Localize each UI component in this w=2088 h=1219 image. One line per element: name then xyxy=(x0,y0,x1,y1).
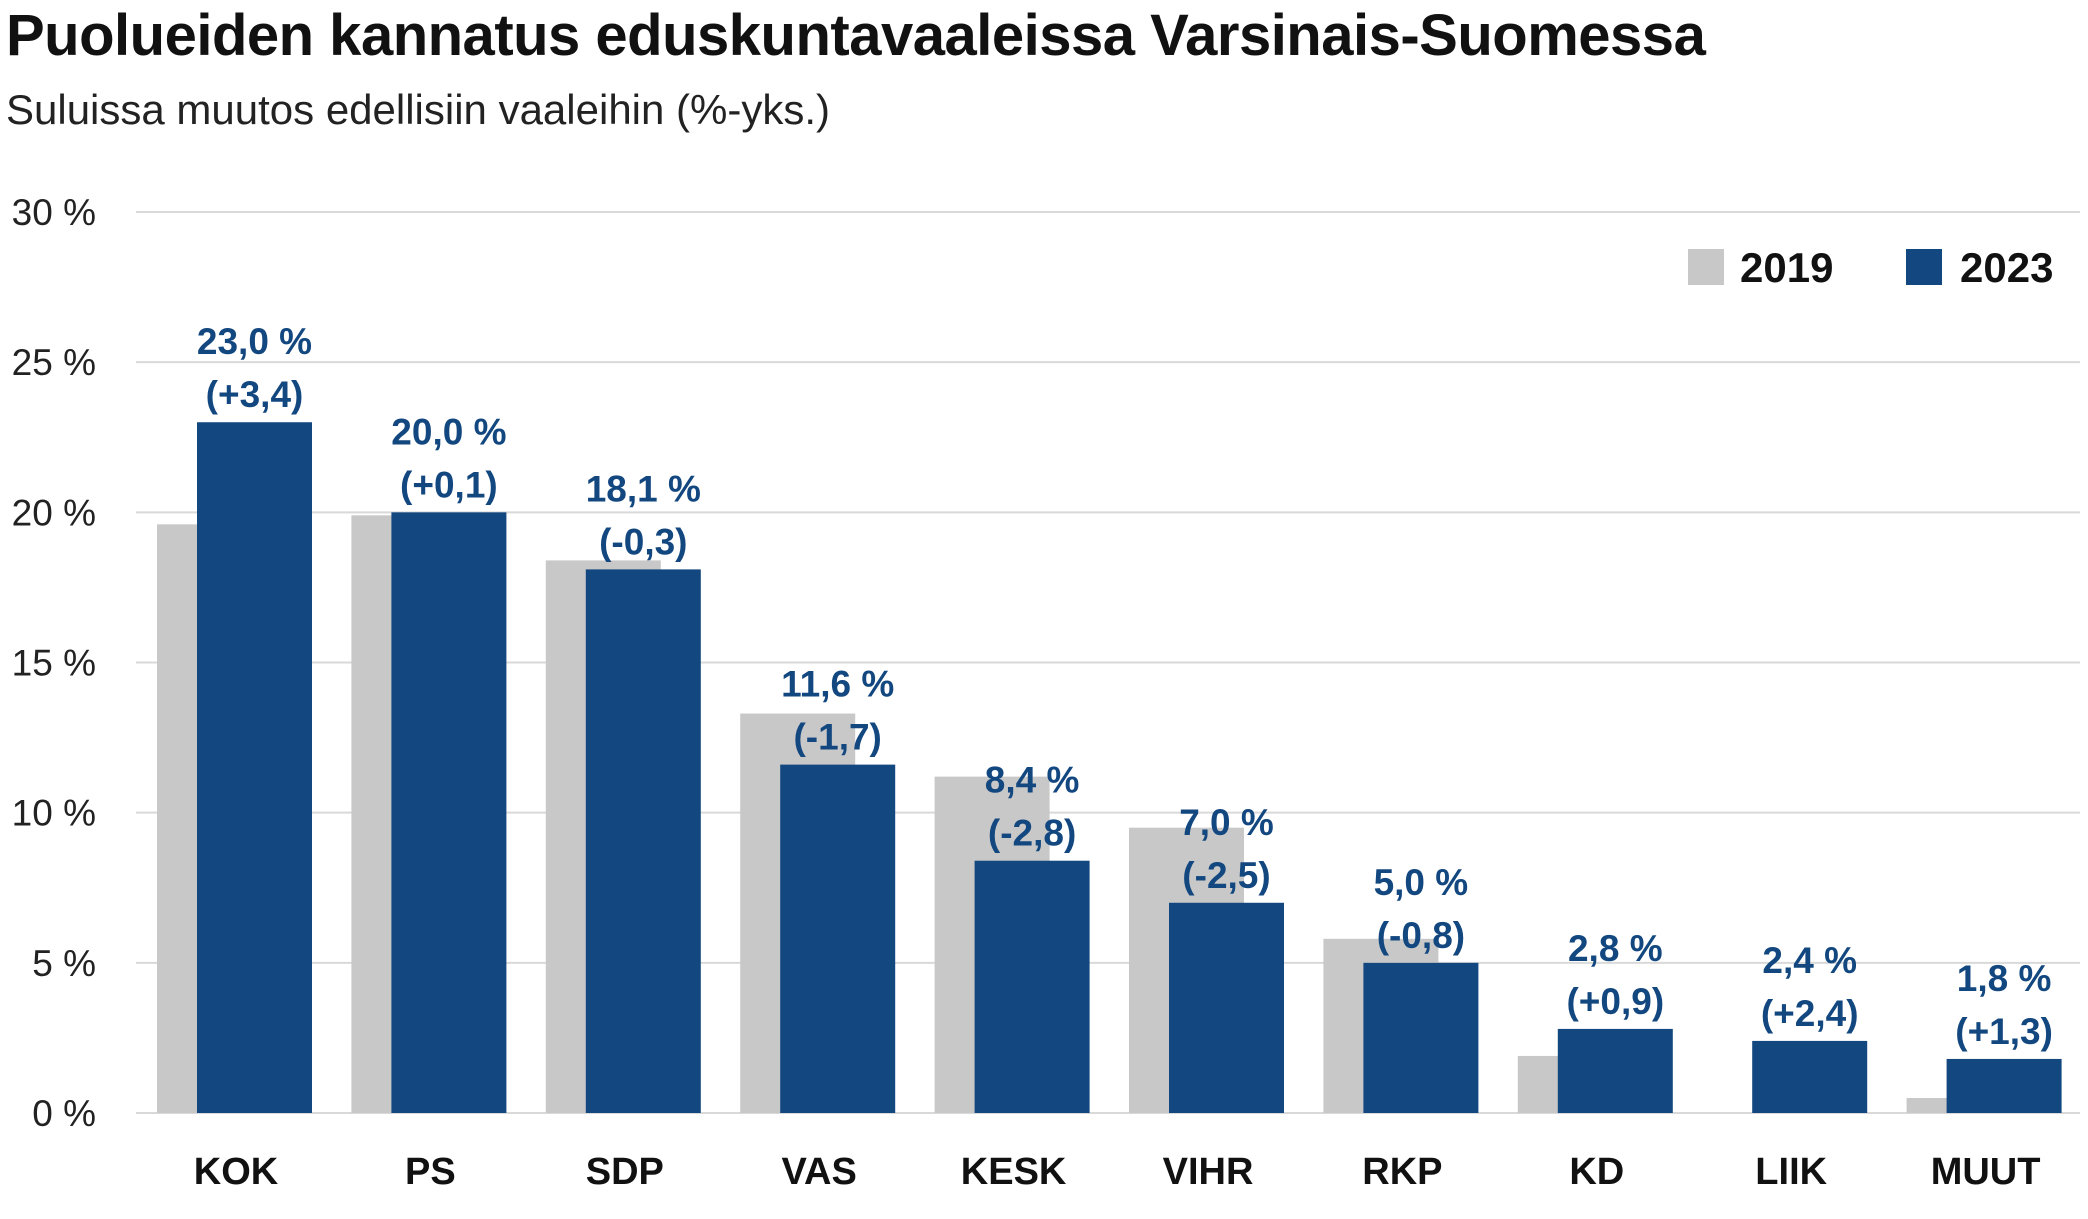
x-tick-label: VIHR xyxy=(1163,1151,1254,1193)
data-label-change: (+3,4) xyxy=(206,374,304,415)
legend: 2019 2023 xyxy=(1688,244,2053,291)
data-label-value: 2,8 % xyxy=(1568,928,1663,969)
bar-2023-kesk xyxy=(974,860,1090,1113)
y-tick-label: 30 % xyxy=(12,192,96,233)
data-labels: 23,0 % (+3,4) 20,0 % (+0,1) 18,1 % (-0,3) 11,6… xyxy=(197,321,2053,1052)
data-label-change: (-0,3) xyxy=(599,521,687,562)
data-label-value: 23,0 % xyxy=(197,321,312,362)
bar-2023-ps xyxy=(391,512,507,1113)
data-label-change: (+0,1) xyxy=(400,464,498,505)
data-label-value: 5,0 % xyxy=(1374,862,1469,903)
bars xyxy=(157,422,2062,1113)
x-tick-label: MUUT xyxy=(1931,1151,2041,1193)
x-tick-label: PS xyxy=(405,1151,456,1193)
legend-label-2023: 2023 xyxy=(1960,244,2053,291)
y-tick-label: 0 % xyxy=(32,1093,96,1134)
data-label-value: 7,0 % xyxy=(1179,802,1274,843)
data-label-change: (-2,5) xyxy=(1182,855,1270,896)
x-tick-label: KESK xyxy=(961,1151,1067,1193)
y-tick-label: 25 % xyxy=(12,342,96,383)
y-tick-label: 20 % xyxy=(12,492,96,533)
data-label-value: 20,0 % xyxy=(391,411,506,452)
data-label-change: (-2,8) xyxy=(988,813,1076,854)
x-tick-label: SDP xyxy=(586,1151,664,1193)
x-tick-label: KD xyxy=(1569,1151,1624,1193)
y-tick-label: 5 % xyxy=(32,943,96,984)
data-label-value: 1,8 % xyxy=(1957,958,2052,999)
bar-2023-muut xyxy=(1946,1058,2062,1113)
bar-2023-vas xyxy=(780,764,896,1113)
bar-2023-kok xyxy=(197,422,312,1113)
y-tick-label: 15 % xyxy=(12,643,96,684)
legend-swatch-2023 xyxy=(1906,249,1942,285)
bar-2023-vihr xyxy=(1169,902,1284,1113)
bar-2023-sdp xyxy=(585,569,701,1113)
bar-2023-rkp xyxy=(1363,962,1479,1113)
data-label-value: 2,4 % xyxy=(1762,940,1857,981)
data-label-change: (+0,9) xyxy=(1566,981,1664,1022)
x-tick-label: VAS xyxy=(782,1151,857,1193)
x-tick-label: KOK xyxy=(194,1151,279,1193)
y-axis-ticks: 0 % 5 % 10 % 15 % 20 % 25 % 30 % xyxy=(12,192,96,1134)
data-label-change: (-0,8) xyxy=(1377,915,1465,956)
data-label-value: 8,4 % xyxy=(985,760,1080,801)
data-label-value: 18,1 % xyxy=(586,468,701,509)
data-label-change: (+1,3) xyxy=(1955,1011,2053,1052)
x-axis-ticks: KOK PS SDP VAS KESK VIHR RKP KD LIIK MUUT xyxy=(194,1151,2041,1193)
bar-2023-liik xyxy=(1752,1040,1868,1113)
legend-label-2019: 2019 xyxy=(1740,244,1833,291)
legend-swatch-2019 xyxy=(1688,249,1724,285)
x-tick-label: RKP xyxy=(1362,1151,1442,1193)
chart-title: Puolueiden kannatus eduskuntavaaleissa V… xyxy=(6,3,1706,68)
bar-2023-kd xyxy=(1557,1028,1673,1113)
y-tick-label: 10 % xyxy=(12,793,96,834)
data-label-change: (-1,7) xyxy=(793,717,881,758)
data-label-change: (+2,4) xyxy=(1761,993,1859,1034)
data-label-value: 11,6 % xyxy=(781,664,894,705)
chart-subtitle: Suluissa muutos edellisiin vaaleihin (%-… xyxy=(6,86,831,133)
x-tick-label: LIIK xyxy=(1755,1151,1827,1193)
